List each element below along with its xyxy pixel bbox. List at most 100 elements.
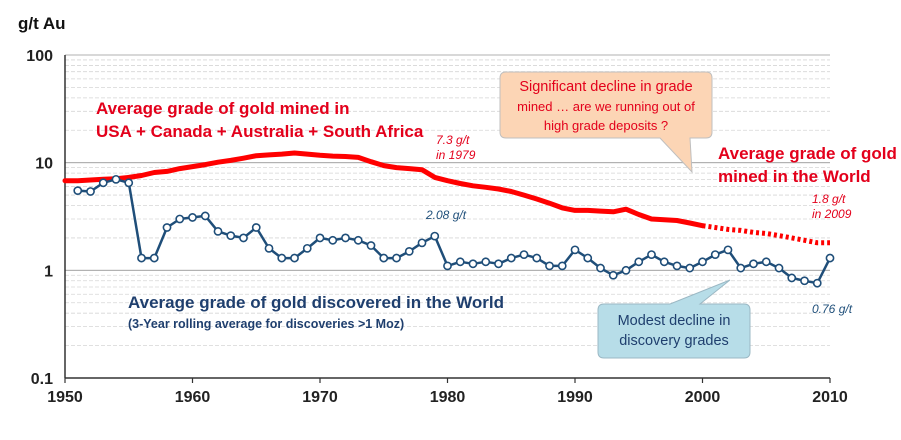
- discovered-point: [761, 257, 771, 267]
- discovered-point: [277, 253, 287, 263]
- discovered-peak-annotation: 2.08 g/t: [426, 208, 467, 222]
- discovered-point: [341, 233, 350, 243]
- discovered-series-sublabel: (3-Year rolling average for discoveries …: [128, 317, 405, 331]
- discovered-point: [723, 245, 733, 255]
- peak-year: in 1979: [436, 148, 476, 162]
- discovered-point: [494, 259, 503, 269]
- discovered-point: [315, 233, 325, 243]
- callout-orange-line-3: high grade deposits ?: [543, 118, 669, 133]
- discovered-point: [226, 231, 236, 241]
- discovered-point: [800, 276, 809, 286]
- discovered-point: [455, 257, 465, 267]
- discovered-point: [647, 250, 656, 260]
- discovered-point: [213, 226, 223, 236]
- end-value: 1.8 g/t: [812, 192, 846, 206]
- discovered-point: [200, 211, 210, 221]
- discovered-point: [825, 253, 835, 263]
- discovered-point: [596, 263, 605, 273]
- discovered-line: [77, 178, 832, 285]
- discovered-point: [302, 243, 312, 253]
- discovered-point: [137, 253, 146, 263]
- discovered-point: [710, 250, 720, 260]
- discovered-point: [111, 174, 121, 184]
- world-label-line-1: Average grade of gold: [718, 144, 897, 163]
- y-tick-label: 0.1: [31, 371, 53, 388]
- discovered-point: [430, 231, 440, 241]
- discovered-point: [149, 253, 159, 263]
- y-axis-unit-label: g/t Au: [18, 14, 66, 33]
- callout-blue-line-2: discovery grades: [619, 333, 729, 349]
- discovered-point: [608, 270, 618, 280]
- discovered-point: [557, 261, 567, 271]
- y-tick-label: 1: [44, 263, 53, 280]
- discovered-point: [264, 243, 274, 253]
- series-mined-usa-can-aus-sa: [62, 150, 705, 229]
- discovered-series-label: Average grade of gold discovered in the …: [128, 293, 504, 312]
- end-year: in 2009: [812, 207, 852, 221]
- discovered-point: [519, 250, 529, 260]
- discovered-point: [417, 238, 427, 248]
- discovered-point: [736, 263, 746, 273]
- discovered-end-annotation: 0.76 g/t: [812, 302, 853, 316]
- discovered-point: [506, 253, 516, 263]
- discovered-point: [621, 265, 631, 275]
- mined-label-line-1: Average grade of gold mined in: [96, 99, 350, 118]
- mined-series-label: Average grade of gold mined in USA + Can…: [96, 97, 423, 143]
- discovered-point: [98, 178, 108, 188]
- discovered-point: [749, 259, 758, 269]
- x-tick-label: 1970: [302, 389, 338, 406]
- discovered-point: [532, 253, 542, 263]
- callout-blue-line-1: Modest decline in: [617, 313, 731, 329]
- discovered-point: [392, 253, 401, 263]
- discovered-point: [175, 214, 185, 224]
- world-label-line-2: mined in the World: [718, 167, 871, 186]
- discovered-point: [481, 257, 491, 267]
- x-tick-label: 2010: [812, 389, 848, 406]
- discovered-point: [162, 223, 172, 232]
- discovered-point: [774, 263, 784, 273]
- y-tick-label: 10: [35, 156, 53, 173]
- callout-orange: [499, 71, 713, 174]
- discovered-point: [583, 253, 593, 263]
- callout-orange-bubble: [499, 71, 713, 174]
- series-mined-world: [702, 223, 830, 246]
- discovered-point: [124, 178, 134, 188]
- discovered-point: [404, 246, 414, 256]
- discovered-point: [787, 273, 797, 283]
- discovered-point: [188, 213, 197, 222]
- x-tick-label: 1960: [175, 389, 211, 406]
- discovered-point: [86, 187, 95, 196]
- callout-blue-text: Modest decline in discovery grades: [598, 311, 750, 351]
- discovered-point: [634, 257, 644, 267]
- discovered-point: [353, 235, 363, 245]
- discovered-point: [570, 245, 580, 255]
- callout-blue-bubble: [597, 279, 751, 359]
- world-mined-line: [702, 223, 830, 246]
- discovered-point: [251, 223, 261, 232]
- discovered-point: [328, 235, 338, 245]
- discovered-point: [379, 253, 389, 263]
- y-tick-label: 100: [26, 48, 53, 65]
- callout-orange-line-2: mined … are we running out of: [517, 99, 695, 114]
- series-discovered-world: [73, 174, 835, 288]
- discovered-point: [659, 257, 669, 267]
- x-tick-label: 2000: [685, 389, 721, 406]
- callout-orange-text: Significant decline in grade mined … are…: [500, 78, 712, 135]
- tick-labels: 1950 1960 1970 1980 1990 2000 2010 0.1 1 10 100: [26, 48, 848, 406]
- discovered-point: [443, 261, 452, 271]
- discovered-point: [545, 261, 554, 271]
- x-tick-label: 1980: [430, 389, 466, 406]
- end-annotation: 1.8 g/t in 2009: [812, 192, 851, 222]
- world-series-label: Average grade of gold mined in the World: [718, 142, 897, 188]
- callout-orange-line-1: Significant decline in grade: [519, 79, 693, 95]
- peak-value: 7.3 g/t: [436, 133, 470, 147]
- callout-blue: [597, 279, 751, 359]
- discovered-point: [366, 241, 376, 250]
- mined-line: [62, 150, 705, 229]
- x-tick-label: 1950: [47, 389, 83, 406]
- discovered-point: [812, 278, 822, 288]
- discovered-point: [468, 259, 478, 269]
- discovered-point: [685, 263, 695, 273]
- discovered-point: [672, 261, 682, 271]
